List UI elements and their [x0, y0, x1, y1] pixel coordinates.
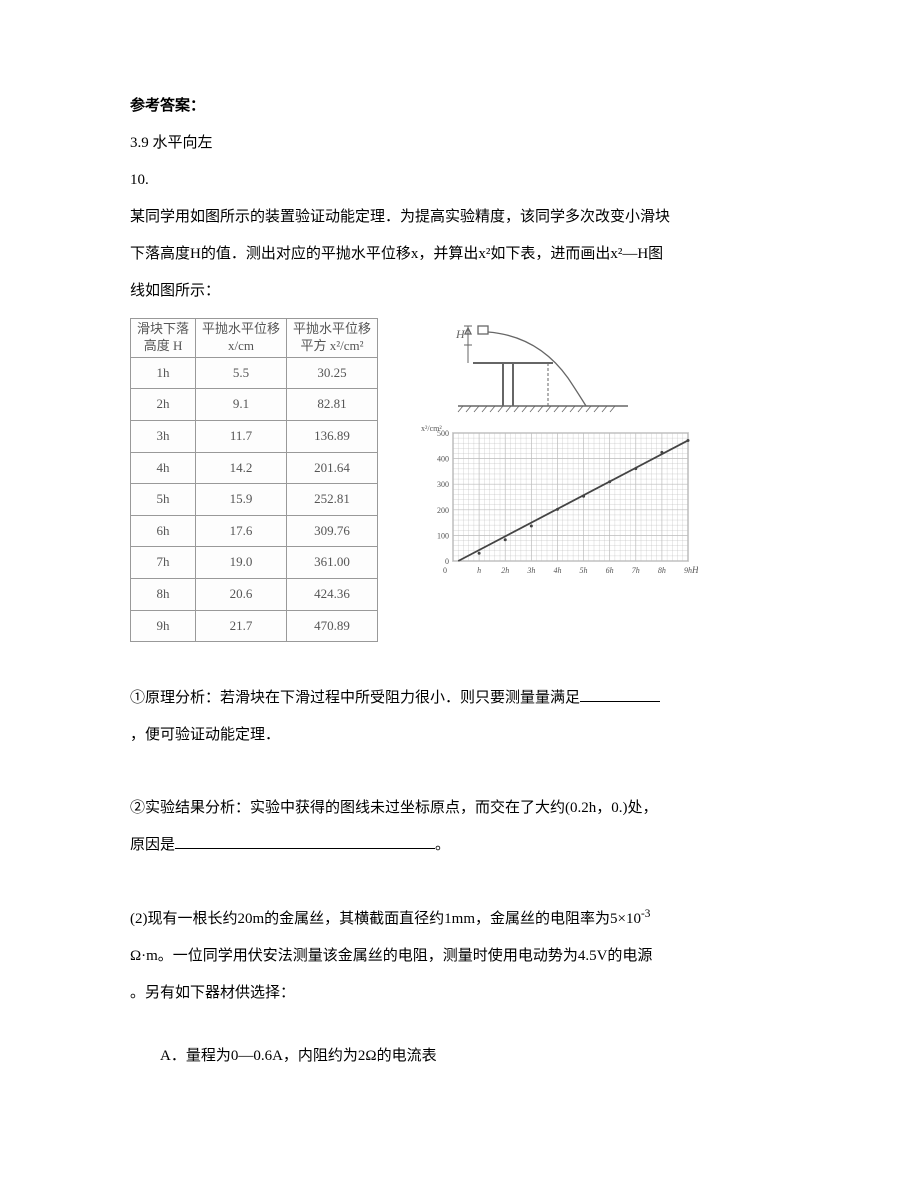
svg-text:8h: 8h: [658, 566, 666, 575]
option-a: A．量程为0—0.6A，内阻约为2Ω的电流表: [130, 1040, 810, 1073]
svg-text:x²/cm²: x²/cm²: [421, 424, 442, 433]
svg-text:H: H: [455, 327, 466, 341]
blank-1: [580, 686, 660, 702]
svg-text:6h: 6h: [606, 566, 614, 575]
x2-h-chart: 0100200300400500x²/cm²h2h3h4h5h6h7h8h9h0…: [418, 421, 698, 581]
col-x-header: 平抛水平位移x/cm: [196, 319, 287, 358]
answer-label: 参考答案：: [130, 90, 810, 123]
svg-text:9h: 9h: [684, 566, 692, 575]
data-table: 滑块下落高度 H 平抛水平位移x/cm 平抛水平位移平方 x²/cm² 1h5.…: [130, 318, 378, 642]
svg-text:h: h: [477, 566, 481, 575]
q10-intro-2: 下落高度H的值．测出对应的平抛水平位移x，并算出x²如下表，进而画出x²—H图: [130, 238, 810, 271]
q10-label: 10.: [130, 164, 810, 197]
svg-text:7h: 7h: [632, 566, 640, 575]
table-row: 7h19.0361.00: [131, 547, 378, 579]
table-row: 9h21.7470.89: [131, 610, 378, 642]
table-row: 3h11.7136.89: [131, 420, 378, 452]
sub-q1: ①原理分析：若滑块在下滑过程中所受阻力很小．则只要测量量满足: [130, 682, 810, 715]
sub-q2a: ②实验结果分析：实验中获得的图线未过坐标原点，而交在了大约(0.2h，0.)处，: [130, 792, 810, 825]
answer-value: 3.9 水平向左: [130, 127, 810, 160]
svg-text:100: 100: [437, 531, 449, 540]
table-row: 4h14.2201.64: [131, 452, 378, 484]
svg-text:300: 300: [437, 480, 449, 489]
svg-text:2h: 2h: [501, 566, 509, 575]
table-row: 1h5.530.25: [131, 357, 378, 389]
svg-text:0: 0: [445, 557, 449, 566]
svg-text:3h: 3h: [526, 566, 535, 575]
table-row: 2h9.182.81: [131, 389, 378, 421]
part2-line2: Ω·m。一位同学用伏安法测量该金属丝的电阻，测量时使用电动势为4.5V的电源: [130, 940, 810, 973]
svg-text:5h: 5h: [580, 566, 588, 575]
blank-2: [175, 833, 435, 849]
part2-line1: (2)现有一根长约20m的金属丝，其横截面直径约1mm，金属丝的电阻率为5×10…: [130, 902, 810, 936]
q10-intro-1: 某同学用如图所示的装置验证动能定理．为提高实验精度，该同学多次改变小滑块: [130, 201, 810, 234]
table-row: 6h17.6309.76: [131, 515, 378, 547]
figure-area: 滑块下落高度 H 平抛水平位移x/cm 平抛水平位移平方 x²/cm² 1h5.…: [130, 318, 810, 642]
sub-q1b: ，便可验证动能定理．: [130, 719, 810, 752]
table-row: 5h15.9252.81: [131, 484, 378, 516]
svg-text:4h: 4h: [553, 566, 561, 575]
svg-text:0: 0: [443, 566, 447, 575]
col-h-header: 滑块下落高度 H: [131, 319, 196, 358]
svg-text:200: 200: [437, 506, 449, 515]
svg-text:H: H: [691, 565, 698, 575]
sub-q2b: 原因是。: [130, 829, 810, 862]
part2-line3: 。另有如下器材供选择：: [130, 977, 810, 1010]
table-row: 8h20.6424.36: [131, 578, 378, 610]
col-x2-header: 平抛水平位移平方 x²/cm²: [287, 319, 378, 358]
q10-intro-3: 线如图所示：: [130, 275, 810, 308]
svg-text:400: 400: [437, 455, 449, 464]
apparatus-diagram: H: [418, 318, 638, 413]
